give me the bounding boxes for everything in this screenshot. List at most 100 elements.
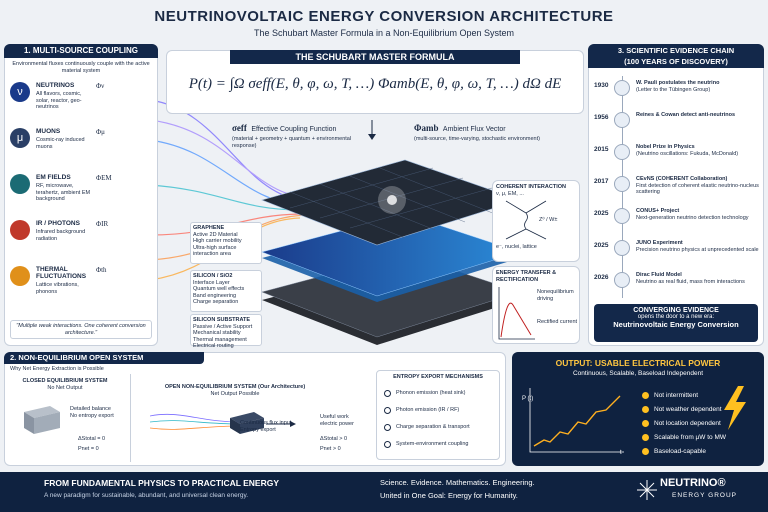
event-title: W. Pauli postulates the neutrino [636, 80, 720, 86]
evidence-header: 3. SCIENTIFIC EVIDENCE CHAIN (100 YEARS O… [588, 44, 764, 68]
mechanism-icon [384, 390, 391, 397]
event: Nobel Prize in Physics (Neutrino oscillat… [636, 144, 760, 157]
sigma-name: Effective Coupling Function [251, 126, 337, 133]
closed-title: CLOSED EQUILIBRIUM SYSTEM [22, 378, 108, 384]
source-icon [10, 220, 30, 240]
event: JUNO Experiment Precision neutrino physic… [636, 240, 760, 253]
sigma-desc: (material + geometry + quantum + environ… [232, 136, 352, 149]
mechanism: Phonon emission (heat sink) [396, 390, 466, 396]
rectification-title: ENERGY TRANSFER & RECTIFICATION [496, 270, 557, 283]
phi-desc: (multi-source, time-varying, stochastic … [414, 136, 540, 142]
closed-notes: Detailed balance No entropy export [70, 406, 114, 419]
rect-driving: Nonequilibrium driving [537, 289, 574, 302]
closed-entropy: ΔStotal = 0 [78, 436, 106, 442]
layer-property: High carrier mobility [193, 238, 242, 244]
benefit-check [642, 406, 649, 413]
sigma-symbol: σeff [232, 123, 247, 133]
event-icon [614, 240, 630, 256]
output-subtitle: Continuous, Scalable, Baseload Independe… [572, 370, 704, 377]
event-year: 1956 [594, 114, 609, 121]
layer-label: GRAPHENE Active 2D Material High carrier m… [190, 222, 262, 264]
mechanisms-title: ENTROPY EXPORT MECHANISMS [393, 374, 483, 380]
event-icon [614, 176, 630, 192]
footer-title: FROM FUNDAMENTAL PHYSICS TO PRACTICAL EN… [44, 478, 280, 488]
source-desc: Lattice vibrations, phonons [36, 282, 79, 295]
benefit-check [642, 392, 649, 399]
closed-box-icon [24, 406, 60, 434]
coherent-targets: e⁻, nuclei, lattice [496, 243, 537, 250]
coupling-subtitle: Environmental fluxes continuously couple… [12, 61, 150, 74]
event-year: 2026 [594, 274, 609, 281]
event-year: 1930 [594, 82, 609, 89]
coherent-boson: Z⁰ / W± [539, 217, 558, 223]
layer-label: SILICON / SiO2 Interface Layer Quantum wel… [190, 270, 262, 312]
bolt [724, 386, 746, 430]
open-output-item: Useful work [320, 414, 349, 420]
event-detail: First detection of coherent elastic neut… [636, 182, 759, 196]
title: NEUTRINOVOLTAIC ENERGY CONVERSION ARCHIT… [154, 8, 614, 25]
event-title: JUNO Experiment [636, 240, 683, 246]
benefit-check [642, 434, 649, 441]
event-detail: (Neutrino oscillations: Fukuda, McDonald… [636, 150, 739, 157]
quote: "Multiple weak interactions. One coheren… [10, 320, 152, 339]
brand: NEUTRINO® [660, 477, 726, 489]
open-system-panel [4, 352, 506, 466]
source-icon [10, 266, 30, 286]
source-icon: μ [10, 128, 30, 148]
source-name: NEUTRINOS [36, 82, 75, 89]
benefit: Scalable from μW to MW [654, 434, 727, 441]
rect-current: Rectified current [537, 319, 578, 325]
open-title: OPEN NON-EQUILIBRIUM SYSTEM (Our Archite… [164, 384, 306, 390]
layer-name: GRAPHENE [193, 225, 225, 231]
layer-role: Passive / Active Support [193, 323, 253, 330]
rect-curve [498, 287, 535, 340]
layer-property: Mechanical stability [193, 330, 241, 336]
coherent-particles: ν, μ, EM, ... [496, 190, 524, 197]
mechanism-icon [384, 441, 391, 448]
event-year: 2017 [594, 178, 609, 185]
source-icon [10, 174, 30, 194]
layer-property: Band engineering [193, 292, 237, 299]
event-year: 2025 [594, 210, 609, 217]
layer-property: Quantum well effects [193, 286, 245, 292]
source-flux: Φμ [96, 128, 105, 136]
phi-symbol: Φamb [414, 123, 439, 133]
event-icon [614, 272, 630, 288]
source-icon: ν [10, 82, 30, 102]
benefit: Not location dependent [654, 420, 721, 427]
event-detail: Neutrino as real fluid, mass from intera… [636, 278, 745, 285]
open-output-item: electric power [320, 420, 354, 427]
sigma: σeff Effective Coupling Function (materi… [232, 118, 362, 149]
event-detail: Next-generation neutrino detection techn… [636, 214, 749, 221]
closed-note: No entropy export [70, 412, 114, 419]
layer-role: Active 2D Material [193, 231, 238, 238]
mechanism-icon [384, 424, 391, 431]
converging-title: CONVERGING EVIDENCE [633, 307, 719, 314]
layer-property: Electrical routing [193, 343, 234, 349]
open-status: Net Output Possible [210, 390, 260, 397]
coherent-title: COHERENT INTERACTION [496, 184, 566, 190]
event: CONUS+ Project Next-generation neutrino d… [636, 208, 760, 221]
equation: P(t) = ∫Ω σeff(E, θ, φ, ω, T, …) Φamb(E,… [188, 76, 562, 92]
footer-motto: Science. Evidence. Mathematics. Engineer… [380, 478, 535, 487]
layer-role: Interface Layer [193, 279, 230, 286]
evidence-title: 3. SCIENTIFIC EVIDENCE CHAIN [617, 46, 735, 55]
formula-title: THE SCHUBART MASTER FORMULA [230, 50, 520, 64]
open-entropy: ΔStotal > 0 [320, 436, 348, 442]
footer-text: A new paradigm for sustainable, abundant… [44, 492, 249, 499]
phi-name: Ambient Flux Vector [442, 126, 506, 133]
layer-property: Thermal management [193, 336, 247, 343]
mechanism-icon [384, 407, 391, 414]
source-flux: ΦEM [96, 174, 112, 182]
mechanisms-box [376, 370, 500, 460]
phi: Φamb Ambient Flux Vector (multi-source, … [414, 118, 544, 143]
event: Dirac Fluid Model Neutrino as real fluid,… [636, 272, 760, 285]
mechanism: System-environment coupling [396, 441, 469, 447]
source-desc: All flavors, cosmic, solar, reactor, geo… [36, 91, 82, 110]
layer-name: SILICON / SiO2 [193, 273, 233, 279]
output-chart [529, 388, 624, 453]
benefit: Baseload-capable [654, 448, 707, 455]
benefit-check [642, 448, 649, 455]
source-flux: Φν [96, 82, 105, 90]
